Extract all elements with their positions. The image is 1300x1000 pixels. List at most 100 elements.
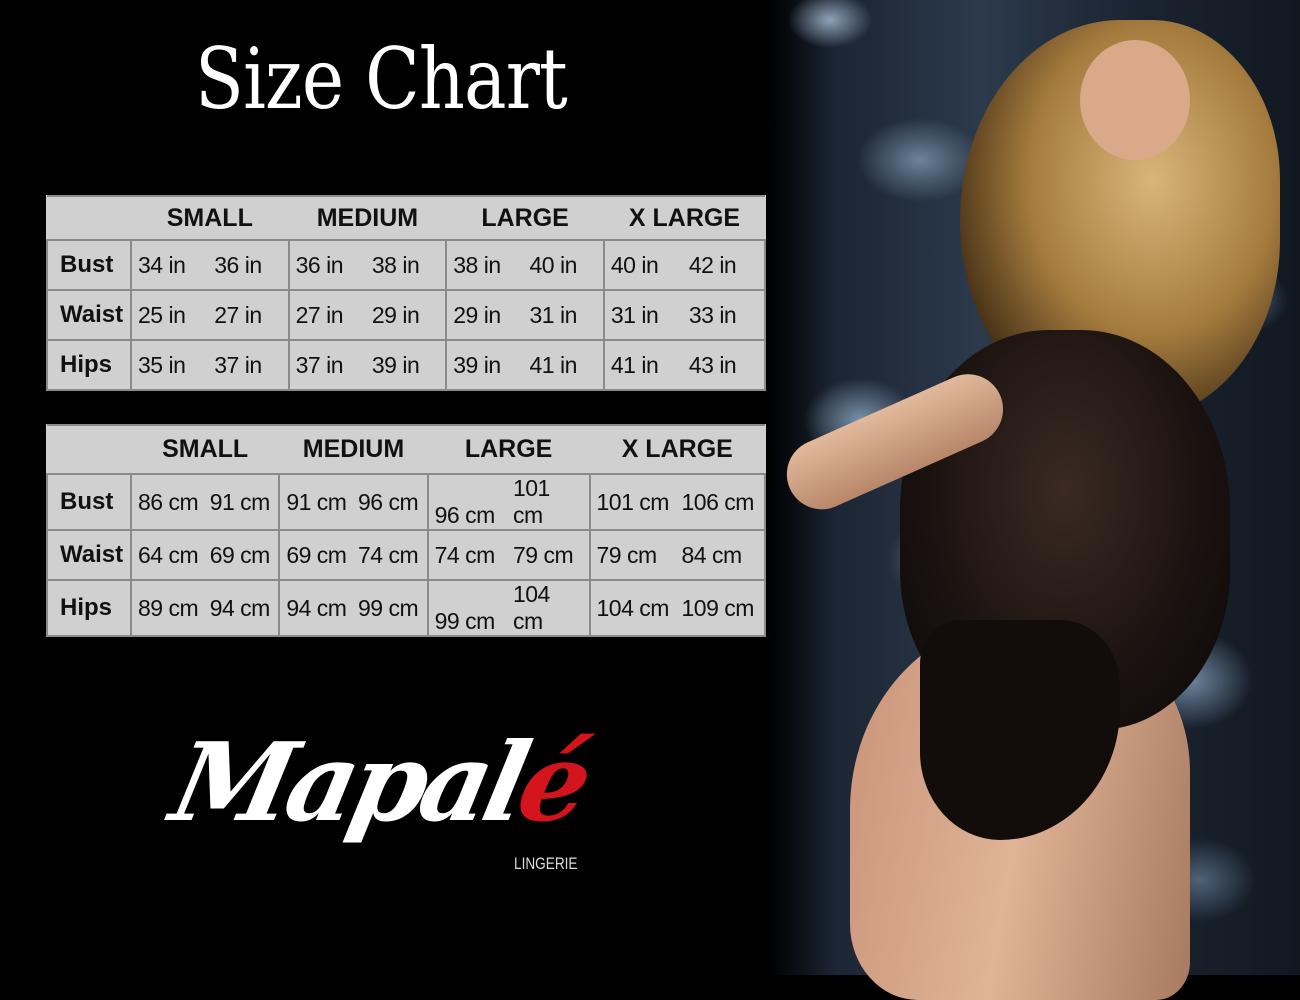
size-range-cell: 38 in 40 in (445, 239, 605, 291)
size-range-cell: 86 cm 91 cm (129, 473, 281, 531)
min-value: 39 in (453, 351, 501, 378)
measurement-label: Bust (46, 239, 132, 291)
min-value: 104 cm (596, 594, 670, 621)
min-value: 35 in (138, 351, 186, 378)
page-title: Size Chart (195, 30, 568, 128)
size-range-cell: 29 in 31 in (445, 289, 605, 341)
measurement-label: Bust (46, 473, 132, 531)
min-value: 37 in (295, 351, 344, 378)
max-value: 33 in (688, 301, 737, 328)
min-value: 29 in (453, 301, 501, 328)
size-range-cell: 34 in 36 in (130, 239, 290, 291)
max-value: 42 in (688, 251, 737, 278)
min-value: 69 cm (286, 541, 347, 568)
table-row: Bust 34 in 36 in 36 in 38 in 38 in 40 in 40 in 4… (46, 239, 767, 291)
table-row: Waist 25 in 27 in 27 in 29 in 29 in 31 in 31 in… (46, 289, 767, 341)
max-value: 36 in (214, 251, 262, 278)
header-row: SMALL MEDIUM LARGE X LARGE (47, 424, 765, 475)
size-range-cell: 41 in 43 in (602, 339, 767, 391)
max-value: 96 cm (358, 488, 419, 515)
max-value: 38 in (371, 251, 420, 278)
min-value: 40 in (610, 251, 659, 278)
size-header: LARGE (427, 424, 590, 475)
size-range-cell: 40 in 42 in (602, 239, 767, 291)
min-value: 79 cm (596, 541, 658, 568)
max-value: 39 in (371, 351, 420, 378)
measurement-label: Hips (46, 579, 132, 637)
min-value: 64 cm (138, 541, 199, 568)
measurement-label: Hips (46, 339, 132, 391)
size-header: LARGE (446, 195, 604, 241)
size-range-cell: 39 in 41 in (445, 339, 605, 391)
size-range-cell: 36 in 38 in (287, 239, 448, 291)
max-value: 79 cm (512, 541, 574, 568)
max-value: 29 in (371, 301, 420, 328)
min-value: 36 in (295, 251, 344, 278)
min-value: 99 cm (434, 608, 496, 634)
measurement-label: Waist (46, 289, 132, 341)
size-range-cell: 79 cm 84 cm (588, 529, 767, 581)
max-value: 37 in (214, 351, 262, 378)
size-header: MEDIUM (288, 195, 447, 241)
min-value: 38 in (453, 251, 501, 278)
size-header: SMALL (131, 195, 289, 241)
size-range-cell: 101 cm 106 cm (588, 473, 767, 531)
measurement-label: Waist (46, 529, 132, 581)
size-range-cell: 96 cm 101 cm (426, 473, 591, 531)
size-range-cell: 27 in 29 in (287, 289, 448, 341)
max-value: 43 in (688, 351, 737, 378)
size-range-cell: 35 in 37 in (130, 339, 290, 391)
min-value: 41 in (610, 351, 659, 378)
min-value: 74 cm (434, 541, 496, 568)
min-value: 101 cm (596, 488, 670, 515)
table-row: Hips 35 in 37 in 37 in 39 in 39 in 41 in 41 in 4… (46, 339, 767, 391)
max-value: 106 cm (681, 488, 755, 515)
min-value: 91 cm (286, 488, 347, 515)
max-value: 27 in (214, 301, 262, 328)
size-header: X LARGE (603, 195, 765, 241)
size-range-cell: 74 cm 79 cm (426, 529, 591, 581)
header-row: SMALL MEDIUM LARGE X LARGE (47, 195, 765, 241)
max-value: 84 cm (681, 541, 743, 568)
min-value: 86 cm (138, 488, 199, 515)
size-range-cell: 64 cm 69 cm (129, 529, 281, 581)
size-table-inches: SMALL MEDIUM LARGE X LARGE Bust 34 in 36 in 36 … (46, 195, 767, 391)
size-range-cell: 69 cm 74 cm (278, 529, 429, 581)
max-value: 101 cm (512, 475, 550, 528)
size-range-cell: 99 cm 104 cm (426, 579, 591, 637)
max-value: 109 cm (681, 594, 755, 621)
max-value: 104 cm (512, 581, 550, 634)
header-blank (47, 424, 131, 475)
size-range-cell: 37 in 39 in (287, 339, 448, 391)
logo-text: Mapal (161, 720, 535, 846)
min-value: 89 cm (138, 594, 199, 621)
size-header: MEDIUM (279, 424, 428, 475)
size-range-cell: 91 cm 96 cm (278, 473, 429, 531)
min-value: 96 cm (434, 502, 496, 528)
size-header: SMALL (131, 424, 280, 475)
size-range-cell: 94 cm 99 cm (278, 579, 429, 637)
table-row: Hips 89 cm 94 cm 94 cm 99 cm 99 cm104 cm 104 c… (46, 579, 767, 637)
logo-subtitle: LINGERIE (514, 854, 578, 873)
size-table-centimeters: SMALL MEDIUM LARGE X LARGE Bust 86 cm 91 cm 91 … (46, 424, 767, 637)
max-value: 40 in (529, 251, 578, 278)
max-value: 31 in (529, 301, 578, 328)
max-value: 91 cm (209, 488, 271, 515)
max-value: 69 cm (209, 541, 271, 568)
max-value: 41 in (529, 351, 578, 378)
size-range-cell: 89 cm 94 cm (129, 579, 281, 637)
model-face (1080, 40, 1190, 160)
brand-logo: Mapalé (162, 720, 598, 846)
size-range-cell: 31 in 33 in (602, 289, 767, 341)
min-value: 94 cm (286, 594, 347, 621)
min-value: 31 in (610, 301, 659, 328)
size-range-cell: 25 in 27 in (130, 289, 290, 341)
size-header: X LARGE (589, 424, 765, 475)
table-row: Waist 64 cm 69 cm 69 cm 74 cm 74 cm 79 cm 79 cm… (46, 529, 767, 581)
max-value: 94 cm (209, 594, 271, 621)
min-value: 34 in (138, 251, 186, 278)
max-value: 99 cm (358, 594, 419, 621)
table-row: Bust 86 cm 91 cm 91 cm 96 cm 96 cm101 cm 101 c… (46, 473, 767, 531)
min-value: 27 in (295, 301, 344, 328)
size-range-cell: 104 cm 109 cm (588, 579, 767, 637)
